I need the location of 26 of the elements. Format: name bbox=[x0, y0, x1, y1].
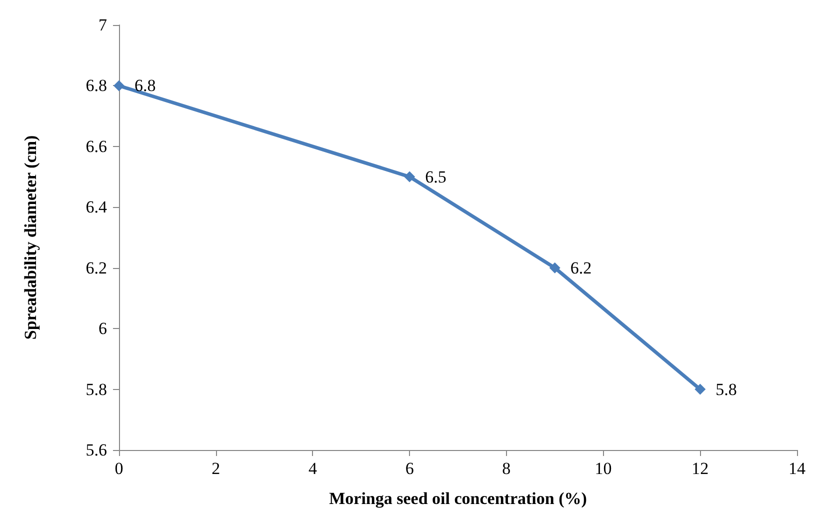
x-tick-label: 4 bbox=[308, 459, 318, 478]
x-tick-label: 12 bbox=[692, 459, 709, 478]
y-tick-label: 6.4 bbox=[86, 198, 108, 217]
x-tick-label: 0 bbox=[114, 459, 124, 478]
data-label: 6.5 bbox=[425, 167, 446, 186]
data-label: 6.8 bbox=[134, 76, 156, 96]
y-tick-label: 7 bbox=[98, 16, 108, 34]
point bbox=[404, 171, 416, 182]
data-label: 6.2 bbox=[570, 258, 592, 278]
x-tick-label: 6 bbox=[405, 459, 414, 478]
data-label: 5.8 bbox=[716, 380, 737, 399]
point bbox=[694, 384, 706, 395]
y-tick-label: 6 bbox=[98, 319, 107, 338]
x-tick-label: 10 bbox=[594, 459, 612, 478]
x-tick-label: 14 bbox=[788, 459, 806, 478]
point bbox=[114, 80, 124, 92]
y-tick-label: 6.6 bbox=[86, 136, 107, 156]
point bbox=[549, 262, 560, 274]
y-tick-label: 6.2 bbox=[86, 258, 107, 278]
x-tick-label: 8 bbox=[502, 459, 511, 478]
x-tick-label: 2 bbox=[212, 459, 220, 478]
y-tick-label: 5.6 bbox=[86, 440, 107, 460]
x-axis-title: Moringa seed oil concentration (%) bbox=[329, 489, 587, 508]
y-tick-label: 5.8 bbox=[86, 380, 107, 399]
y-tick-label: 6.8 bbox=[86, 76, 107, 96]
y-axis-title: Spreadability diameter (cm) bbox=[21, 135, 40, 340]
